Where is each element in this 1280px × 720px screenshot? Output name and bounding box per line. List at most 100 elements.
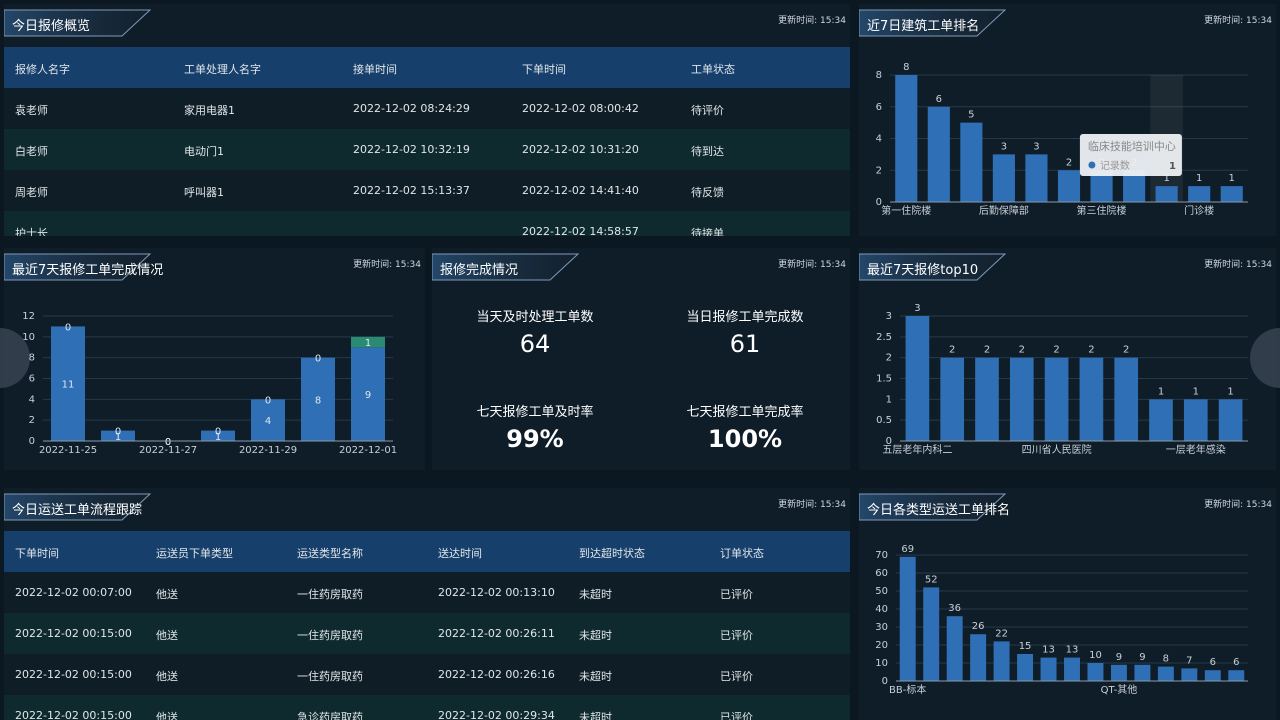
- column-header: 运送员下单类型: [156, 547, 233, 560]
- column-header: 送达时间: [438, 547, 482, 560]
- table-row: 周老师 呼叫器1 2022-12-02 15:13:37 2022-12-02 14:…: [4, 170, 850, 211]
- table: 下单时间 运送员下单类型 运送类型名称 送达时间 到达超时状态 订单状态 2022-12-0…: [4, 531, 850, 720]
- table-cell: 护士长: [15, 227, 48, 236]
- panel-title: 报修完成情况: [440, 263, 519, 278]
- table-cell: 袁老师: [15, 104, 48, 117]
- column-header: 工单状态: [691, 63, 735, 76]
- update-time: 更新时间: 15:34: [1204, 260, 1272, 270]
- stat-label: 当日报修工单完成数: [686, 310, 804, 325]
- update-time: 更新时间: 15:34: [778, 16, 846, 26]
- panel: 今日报修概览 更新时间: 15:34 报修人名字 工单处理人名字 接单时间 下单时间 工单状…: [4, 4, 850, 236]
- panel-tab: 今日报修概览: [4, 8, 154, 38]
- tab-shape: [4, 493, 152, 521]
- panel-tab: 最近7天报修工单完成情况: [4, 252, 163, 282]
- table-cell: 待反馈: [691, 186, 724, 199]
- panel: 今日运送工单流程跟踪 更新时间: 15:34 下单时间 运送员下单类型 运送类型名称 送达…: [4, 488, 850, 720]
- table-cell: 2022-12-02 14:58:57: [522, 225, 639, 236]
- table-cell: 2022-12-02 00:13:10: [438, 586, 555, 599]
- table-row: 2022-12-02 00:15:00 他送 一住药房取药 2022-12-02 00…: [4, 613, 850, 654]
- table-cell: 他送: [156, 670, 178, 683]
- tab-shape: [432, 253, 580, 281]
- tab-shape: [859, 493, 1007, 521]
- tab-shape: [859, 253, 1007, 281]
- column-header: 工单处理人名字: [184, 63, 261, 76]
- table-cell: 家用电器1: [184, 104, 235, 117]
- table-cell: 已评价: [720, 629, 753, 642]
- table-cell: 待接单: [691, 227, 724, 236]
- stat-label: 当天及时处理工单数: [476, 310, 594, 325]
- table-cell: 2022-12-02 00:15:00: [15, 709, 132, 720]
- tab-shape: [4, 253, 152, 281]
- column-header: 运送类型名称: [297, 547, 363, 560]
- table: 报修人名字 工单处理人名字 接单时间 下单时间 工单状态 袁老师 家用电器1 2022-12-…: [4, 47, 850, 236]
- table-cell: 2022-12-02 08:00:42: [522, 102, 639, 115]
- table-cell: 未超时: [579, 588, 612, 601]
- stat-value: 64: [519, 330, 551, 358]
- table-cell: 2022-12-02 10:32:19: [353, 143, 470, 156]
- table-row: 2022-12-02 00:07:00 他送 一住药房取药 2022-12-02 00…: [4, 572, 850, 613]
- panel-tab: 今日各类型运送工单排名: [859, 492, 1011, 522]
- table-cell: 一住药房取药: [297, 588, 363, 601]
- table-cell: 2022-12-02 00:15:00: [15, 627, 132, 640]
- panel-tab: 最近7天报修top10: [859, 252, 1009, 282]
- panel: 近7日建筑工单排名 更新时间: 15:34: [859, 4, 1276, 236]
- table-cell: 周老师: [15, 186, 48, 199]
- panel-tab: 今日运送工单流程跟踪: [4, 492, 154, 522]
- column-header: 报修人名字: [15, 63, 70, 76]
- table-cell: 2022-12-02 10:31:20: [522, 143, 639, 156]
- table-cell: 他送: [156, 588, 178, 601]
- panel-title: 今日报修概览: [12, 19, 91, 34]
- table-cell: 2022-12-02 00:26:16: [438, 668, 555, 681]
- stat-value: 99%: [506, 425, 564, 453]
- table-row: 2022-12-02 00:15:00 他送 一住药房取药 2022-12-02 00…: [4, 654, 850, 695]
- table-cell: 待评价: [691, 104, 724, 117]
- panel-title: 近7日建筑工单排名: [867, 19, 980, 34]
- panel-title: 今日运送工单流程跟踪: [12, 503, 143, 518]
- update-time: 更新时间: 15:34: [778, 500, 846, 510]
- table-row: 护士长 2022-12-02 14:58:57 待接单: [4, 211, 850, 236]
- table-cell: 未超时: [579, 670, 612, 683]
- panel: 报修完成情况 更新时间: 15:34 当天及时处理工单数 64 当日报修工单完成数 61 七…: [432, 248, 850, 470]
- table-cell: 他送: [156, 711, 178, 720]
- table-cell: 已评价: [720, 588, 753, 601]
- table-cell: 2022-12-02 00:26:11: [438, 627, 555, 640]
- column-header: 接单时间: [353, 63, 397, 76]
- update-time: 更新时间: 15:34: [1204, 16, 1272, 26]
- table-row: 2022-12-02 00:15:00 他送 急诊药房取药 2022-12-02 00…: [4, 695, 850, 720]
- table-cell: 2022-12-02 00:15:00: [15, 668, 132, 681]
- panel-title: 最近7天报修工单完成情况: [12, 263, 164, 278]
- table-cell: 急诊药房取药: [297, 711, 363, 720]
- table-cell: 白老师: [15, 145, 48, 158]
- table-header: 报修人名字 工单处理人名字 接单时间 下单时间 工单状态: [4, 47, 850, 88]
- column-header: 下单时间: [15, 547, 59, 560]
- table-row: 白老师 电动门1 2022-12-02 10:32:19 2022-12-02 10:…: [4, 129, 850, 170]
- table-cell: 2022-12-02 00:07:00: [15, 586, 132, 599]
- table-cell: 已评价: [720, 670, 753, 683]
- panel-title: 最近7天报修top10: [867, 263, 979, 278]
- tab-shape: [859, 9, 1007, 37]
- panel: 今日各类型运送工单排名 更新时间: 15:34: [859, 488, 1276, 720]
- table-cell: 电动门1: [184, 145, 224, 158]
- panel: 最近7天报修top10 更新时间: 15:34: [859, 248, 1276, 470]
- table-cell: 2022-12-02 15:13:37: [353, 184, 470, 197]
- stat-label: 七天报修工单及时率: [476, 405, 594, 420]
- update-time: 更新时间: 15:34: [353, 260, 421, 270]
- update-time: 更新时间: 15:34: [1204, 500, 1272, 510]
- tab-shape: [4, 9, 152, 37]
- table-cell: 未超时: [579, 711, 612, 720]
- column-header: 到达超时状态: [579, 547, 645, 560]
- table-cell: 2022-12-02 08:24:29: [353, 102, 470, 115]
- panel: 最近7天报修工单完成情况 更新时间: 15:34: [4, 248, 425, 470]
- update-time: 更新时间: 15:34: [778, 260, 846, 270]
- panel-tab: 近7日建筑工单排名: [859, 8, 1009, 38]
- table-cell: 2022-12-02 14:41:40: [522, 184, 639, 197]
- table-cell: 一住药房取药: [297, 629, 363, 642]
- column-header: 订单状态: [720, 547, 764, 560]
- table-header: 下单时间 运送员下单类型 运送类型名称 送达时间 到达超时状态 订单状态: [4, 531, 850, 572]
- panel-tab: 报修完成情况: [432, 252, 582, 282]
- table-cell: 未超时: [579, 629, 612, 642]
- table-cell: 一住药房取药: [297, 670, 363, 683]
- table-cell: 呼叫器1: [184, 186, 224, 199]
- panel-title: 今日各类型运送工单排名: [867, 503, 1011, 518]
